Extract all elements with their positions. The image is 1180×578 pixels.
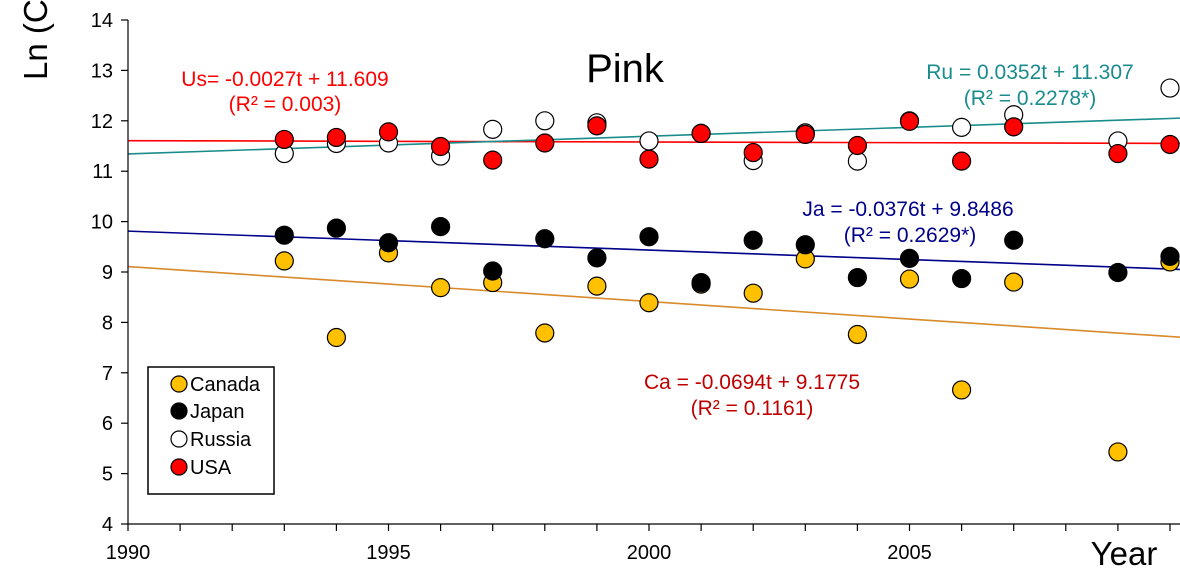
point-japan: [1160, 246, 1180, 266]
x-tick-label: 2000: [627, 542, 672, 564]
point-canada: [743, 283, 763, 303]
point-usa: [1160, 134, 1180, 155]
point-japan: [899, 248, 920, 268]
ja-equation: Ja = -0.0376t + 9.8486: [802, 198, 1013, 221]
point-japan: [951, 268, 972, 289]
point-japan: [483, 261, 503, 281]
y-tick-label: 12: [91, 111, 113, 133]
point-usa: [587, 116, 607, 136]
point-canada: [535, 323, 555, 343]
point-russia: [535, 111, 555, 131]
point-canada: [587, 276, 607, 296]
point-japan: [431, 217, 451, 237]
point-canada: [951, 380, 972, 400]
point-usa: [483, 150, 503, 170]
point-russia: [951, 117, 972, 137]
point-usa: [535, 133, 555, 153]
point-japan: [795, 235, 815, 255]
data-points: [274, 78, 1180, 462]
y-tick-label: 7: [102, 363, 113, 385]
point-usa: [847, 135, 868, 156]
legend: Canada Japan Russia USA: [147, 366, 275, 495]
y-tick-label: 11: [92, 161, 113, 183]
point-japan: [378, 233, 399, 253]
point-japan: [691, 272, 711, 293]
trendline-japan: [127, 230, 1180, 271]
point-japan: [743, 230, 763, 250]
point-canada: [1108, 442, 1128, 462]
point-russia: [1160, 78, 1180, 98]
point-usa: [1108, 143, 1128, 164]
point-usa: [951, 151, 972, 171]
x-tick-label: 2005: [887, 542, 932, 564]
us-r2: (R² = 0.003): [229, 93, 342, 116]
ja-r2: (R² = 0.2629*): [844, 224, 976, 247]
legend-marker-usa: [170, 458, 188, 476]
point-usa: [378, 122, 399, 142]
ca-equation: Ca = -0.0694t + 9.1775: [644, 371, 860, 394]
y-tick-label: 14: [91, 10, 113, 32]
point-usa: [1004, 117, 1024, 137]
x-tick-label: 1995: [366, 542, 411, 564]
point-canada: [639, 293, 659, 313]
ru-equation: Ru = 0.0352t + 11.307: [926, 61, 1133, 84]
point-usa: [274, 129, 294, 150]
point-canada: [847, 324, 868, 345]
point-usa: [795, 124, 815, 145]
point-russia: [639, 131, 659, 151]
us-equation: Us= -0.0027t + 11.609: [181, 68, 388, 91]
y-tick-label: 10: [91, 212, 113, 234]
legend-marker-japan: [170, 402, 188, 420]
point-usa: [431, 136, 451, 157]
point-canada: [899, 269, 920, 289]
legend-label-japan: Japan: [190, 401, 245, 423]
axes: 4 5 6 7 8 9 10 11 12 13 14 1990 1995 2000 2005: [91, 10, 1180, 564]
ca-r2: (R² = 0.1161): [691, 397, 814, 420]
point-canada: [1004, 272, 1024, 292]
point-japan: [326, 218, 346, 238]
point-russia: [483, 119, 503, 139]
point-canada: [326, 327, 346, 348]
y-tick-label: 5: [102, 464, 113, 486]
legend-marker-russia: [170, 430, 188, 448]
point-japan: [1108, 262, 1128, 283]
x-tick-label: 1990: [106, 542, 151, 564]
point-canada: [274, 251, 294, 271]
y-tick-label: 9: [102, 262, 113, 284]
point-usa: [691, 123, 711, 143]
point-japan: [587, 248, 607, 268]
point-japan: [639, 227, 659, 247]
ru-r2: (R² = 0.2278*): [964, 87, 1096, 110]
legend-label-russia: Russia: [190, 429, 252, 451]
y-axis-label: Ln (C: [17, 0, 54, 80]
point-japan: [847, 267, 868, 288]
y-tick-label: 13: [91, 60, 113, 82]
point-usa: [899, 111, 920, 131]
chart-title: Pink: [586, 47, 665, 91]
x-axis-label: Year: [1091, 535, 1158, 572]
point-japan: [535, 229, 555, 249]
legend-label-usa: USA: [190, 457, 232, 479]
y-tick-label: 8: [102, 312, 113, 334]
legend-box: [147, 366, 275, 495]
point-japan: [274, 225, 294, 245]
point-usa: [743, 142, 763, 163]
point-usa: [639, 149, 659, 169]
point-canada: [431, 278, 451, 298]
legend-label-canada: Canada: [190, 374, 261, 396]
legend-marker-canada: [170, 375, 188, 393]
point-japan: [1004, 230, 1024, 250]
point-usa: [326, 127, 346, 148]
y-tick-label: 6: [102, 413, 113, 435]
y-tick-label: 4: [102, 514, 113, 536]
